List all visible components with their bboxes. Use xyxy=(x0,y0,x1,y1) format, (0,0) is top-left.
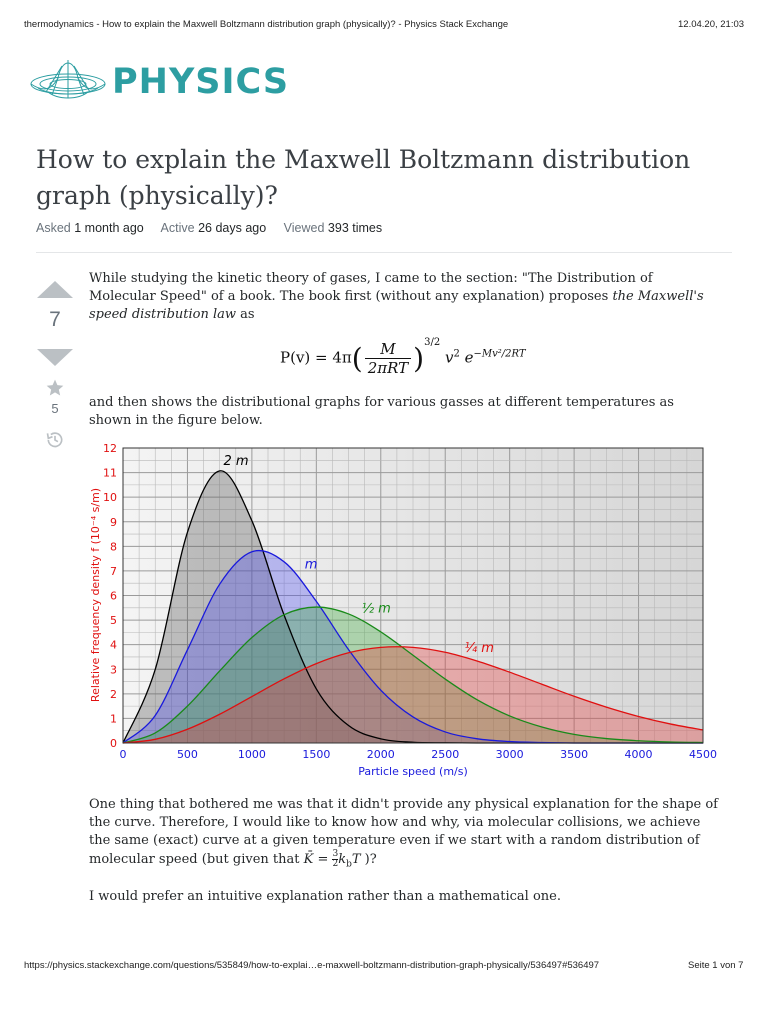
v: v xyxy=(444,348,454,367)
y-tick-label: 5 xyxy=(110,614,117,627)
series-labels: 2 m m ½ m ¼ m xyxy=(224,454,494,656)
active-value[interactable]: 26 days ago xyxy=(198,221,267,235)
x-tick-label: 1500 xyxy=(302,748,330,761)
print-datetime: 12.04.20, 21:03 xyxy=(678,19,745,30)
series-label: ½ m xyxy=(361,602,390,617)
square: 2 xyxy=(453,348,460,360)
upvote-arrow-icon xyxy=(37,281,73,298)
history-button[interactable] xyxy=(20,430,90,455)
viewed-label: Viewed xyxy=(283,221,325,235)
question-title[interactable]: How to explain the Maxwell Boltzmann dis… xyxy=(36,145,691,210)
series-area xyxy=(123,646,703,743)
math-t: T xyxy=(351,852,361,867)
math-k: K̄ = xyxy=(303,852,333,867)
viewed-value: 393 times xyxy=(327,221,383,235)
exponent: 3/2 xyxy=(424,336,441,348)
numerator: 3 xyxy=(332,849,339,860)
x-tick-label: 3000 xyxy=(496,748,524,761)
x-tick-label: 3500 xyxy=(560,748,588,761)
math-sub-b: b xyxy=(346,859,352,870)
page-number: Seite 1 von 7 xyxy=(688,960,744,971)
y-tick-label: 10 xyxy=(103,491,117,504)
physics-logo-icon xyxy=(30,60,106,99)
question-paragraph-1: While studying the kinetic theory of gas… xyxy=(89,270,719,324)
y-tick-label: 1 xyxy=(110,712,117,725)
plot-border xyxy=(122,447,704,744)
x-tick-label: 2500 xyxy=(431,748,459,761)
y-axis-label: Relative frequency density f (10⁻⁴ s/m) xyxy=(89,488,102,702)
series-area xyxy=(123,470,703,743)
y-tick-label: 3 xyxy=(110,663,117,676)
question-paragraph-2: and then shows the distributional graphs… xyxy=(89,395,674,428)
series-line xyxy=(122,646,704,744)
favorite-button[interactable] xyxy=(20,378,90,403)
exp-exponent: −Mv²/2RT xyxy=(473,348,526,360)
text: One thing that bothered me was that it d… xyxy=(89,797,718,867)
divider xyxy=(36,252,732,253)
x-tick-label: 4500 xyxy=(689,748,717,761)
star-icon xyxy=(46,379,64,396)
x-tick-label: 500 xyxy=(177,748,198,761)
text: as xyxy=(236,307,255,322)
page-url: https://physics.stackexchange.com/questi… xyxy=(24,960,600,971)
y-tick-label: 11 xyxy=(103,467,117,480)
maxwell-distribution-chart: 0 500 1000 1500 2000 2500 3000 3500 4000 4500 012… xyxy=(89,442,718,778)
y-tick-label: 6 xyxy=(110,590,117,603)
site-logo-text[interactable]: PHYSICS xyxy=(112,62,290,102)
downvote-arrow-icon xyxy=(37,349,73,366)
x-axis-label: Particle speed (m/s) xyxy=(358,765,468,778)
series-areas xyxy=(123,470,703,743)
series-label: 2 m xyxy=(224,454,249,469)
asked-value: 1 month ago xyxy=(74,221,144,235)
series-line xyxy=(122,606,704,744)
y-tick-label: 2 xyxy=(110,688,117,701)
denominator: 2 xyxy=(332,859,339,869)
maxwell-formula: P(v) = 4π(M 2πRT)3/2 v2 e−Mv²/2RT xyxy=(280,336,526,378)
series-label: m xyxy=(305,557,318,572)
emphasis-text: the Maxwell's speed distribution law xyxy=(89,289,704,322)
y-tick-label: 8 xyxy=(110,540,117,553)
formula-lhs: P(v) = 4π xyxy=(280,348,352,367)
fraction: M 2πRT xyxy=(364,340,412,377)
y-tick-label: 12 xyxy=(103,442,117,455)
question-paragraph-4: I would prefer an intuitive explanation … xyxy=(89,889,561,904)
series-area xyxy=(123,550,703,743)
y-tick-label: 0 xyxy=(110,737,117,750)
vote-count: 7 xyxy=(49,308,61,331)
e: e xyxy=(464,348,474,367)
x-tick-label: 0 xyxy=(120,748,127,761)
favorite-count: 5 xyxy=(51,401,59,416)
downvote-button[interactable] xyxy=(20,348,90,371)
text: While studying the kinetic theory of gas… xyxy=(89,271,653,304)
browser-page-title: thermodynamics - How to explain the Maxw… xyxy=(24,19,509,30)
y-tick-label: 4 xyxy=(110,639,117,652)
paren: ( xyxy=(351,342,363,375)
x-tick-label: 2000 xyxy=(367,748,395,761)
y-tick-label: 7 xyxy=(110,565,117,578)
x-tick-label: 4000 xyxy=(625,748,653,761)
numerator: M xyxy=(364,340,412,359)
question-paragraph-3: One thing that bothered me was that it d… xyxy=(89,796,719,874)
upvote-button[interactable] xyxy=(20,281,90,304)
site-logo[interactable] xyxy=(28,48,108,119)
paren: ) xyxy=(413,342,425,375)
y-tick-label: 9 xyxy=(110,516,117,529)
active-label: Active xyxy=(160,221,195,235)
x-tick-labels: 0 500 1000 1500 2000 2500 3000 3500 4000 4500 xyxy=(120,748,718,761)
x-tick-label: 1000 xyxy=(238,748,266,761)
denominator: 2πRT xyxy=(367,359,409,377)
math-k: k xyxy=(338,852,347,867)
series-label: ¼ m xyxy=(465,641,494,656)
history-icon xyxy=(46,432,63,448)
series-area xyxy=(123,607,703,743)
asked-label: Asked xyxy=(36,221,71,235)
text: )? xyxy=(360,852,377,867)
question-meta: Asked 1 month ago Active 26 days ago Vie… xyxy=(36,221,396,235)
